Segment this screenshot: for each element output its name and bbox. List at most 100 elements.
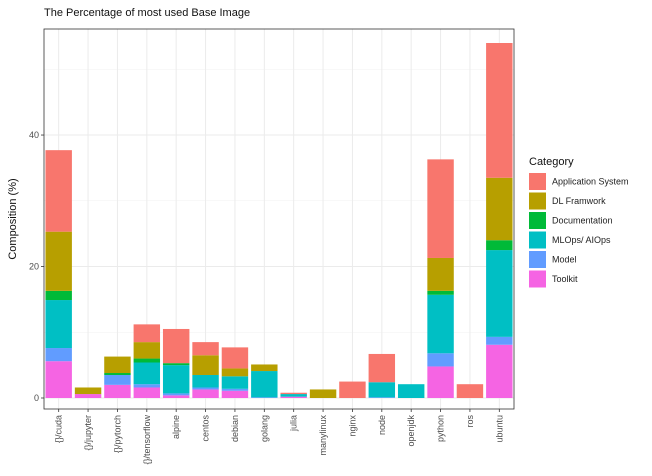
x-tick-label: {}/tensorflow xyxy=(142,415,152,465)
legend: Category Application System DL Framwork Do… xyxy=(529,156,629,288)
bar-segment-dl-framwork xyxy=(74,387,102,395)
bar-segment-toolkit xyxy=(162,395,190,398)
y-axis-title: Composition (%) xyxy=(7,178,19,259)
bar-segment-dl-framwork xyxy=(192,355,219,375)
legend-key xyxy=(529,251,546,268)
x-tick-label: ubuntu xyxy=(494,415,504,443)
bar-segment-mlops-aiops xyxy=(397,384,425,398)
x-tick-label: alpine xyxy=(171,415,181,439)
bar-segment-toolkit xyxy=(427,366,454,398)
bar-segment-application-system xyxy=(221,347,249,369)
bar-segment-mlops-aiops xyxy=(133,362,161,385)
bar-segment-application-system xyxy=(339,381,366,398)
bar-segment-mlops-aiops xyxy=(368,382,396,398)
bar-segment-dl-framwork xyxy=(45,231,72,291)
bar-segment-toolkit xyxy=(280,396,307,398)
bar-segment-toolkit xyxy=(133,387,161,398)
x-tick-label: centos xyxy=(201,415,211,442)
bar-segment-mlops-aiops xyxy=(192,374,219,388)
bar-segment-model xyxy=(427,353,454,367)
bar-segment-model xyxy=(104,374,131,385)
legend-key xyxy=(529,270,546,288)
x-tick-label: {}/jupyter xyxy=(83,415,93,451)
bar-segment-mlops-aiops xyxy=(45,300,72,349)
legend-items: Application System DL Framwork Documentati… xyxy=(529,173,629,288)
y-tick-label: 40 xyxy=(29,130,39,140)
bar-segment-model xyxy=(162,393,190,396)
y-tick-label: 20 xyxy=(29,262,39,272)
legend-label: Documentation xyxy=(552,216,613,226)
bar-segment-application-system xyxy=(133,324,161,343)
legend-key xyxy=(529,192,546,210)
bar-segment-toolkit xyxy=(45,361,72,398)
legend-label: Application System xyxy=(552,177,629,187)
bar-segment-mlops-aiops xyxy=(486,250,513,337)
y-tick-label: 0 xyxy=(34,393,39,403)
bar-segment-application-system xyxy=(162,328,190,364)
x-axis: {}/cuda {}/jupyter {}/pytorch {}/tensorflow… xyxy=(54,409,504,465)
x-tick-label: node xyxy=(377,415,387,435)
bar-segment-toolkit xyxy=(221,390,249,398)
bar-segment-mlops-aiops xyxy=(162,365,190,394)
bar-segment-dl-framwork xyxy=(427,257,454,291)
bar-segment-dl-framwork xyxy=(133,342,161,359)
bar-segment-dl-framwork xyxy=(221,368,249,377)
x-tick-label: nginx xyxy=(347,415,357,437)
bar-segment-model xyxy=(45,348,72,362)
bar-segment-mlops-aiops xyxy=(251,371,278,398)
bar-segment-application-system xyxy=(456,384,484,398)
x-tick-label: golang xyxy=(259,415,269,442)
legend-label: MLOps/ AIOps xyxy=(552,235,611,245)
bar-segment-documentation xyxy=(427,290,454,295)
plot-area: 0 20 40 {}/cuda {}/jupyter {}/pytorch {}/tens… xyxy=(29,28,515,465)
plot-border xyxy=(43,28,515,410)
legend-label: Toolkit xyxy=(552,274,578,284)
legend-key xyxy=(529,231,546,249)
bar-segment-application-system xyxy=(486,43,513,178)
bar-segment-dl-framwork xyxy=(486,177,513,241)
bar-segment-application-system xyxy=(280,392,307,395)
bar-segment-dl-framwork xyxy=(309,389,337,398)
bar-segment-dl-framwork xyxy=(104,356,131,374)
legend-key xyxy=(529,212,546,229)
bar-segment-mlops-aiops xyxy=(280,394,307,397)
legend-title: Category xyxy=(529,156,574,168)
y-axis: 0 20 40 xyxy=(29,130,44,403)
bar-segment-model xyxy=(368,397,396,398)
x-tick-label: manylinux xyxy=(318,415,328,456)
bar-segment-mlops-aiops xyxy=(427,294,454,354)
x-tick-label: debian xyxy=(230,415,240,442)
x-tick-label: ros xyxy=(465,415,475,428)
x-tick-label: {}/cuda xyxy=(54,415,64,443)
legend-key xyxy=(529,173,546,190)
bar-segment-documentation xyxy=(45,290,72,301)
x-tick-label: julia xyxy=(289,415,299,432)
bar-segment-model xyxy=(133,384,161,388)
bar-segment-application-system xyxy=(368,353,396,383)
bar-segment-toolkit xyxy=(104,384,131,398)
chart-title: The Percentage of most used Base Image xyxy=(44,7,250,19)
bar-segment-toolkit xyxy=(74,394,102,398)
bar-segment-model xyxy=(486,336,513,345)
bar-segment-model xyxy=(251,397,278,398)
x-tick-label: {}/pytorch xyxy=(112,415,122,453)
legend-label: Model xyxy=(552,255,577,265)
bar-segment-toolkit xyxy=(486,344,513,398)
bar-segment-model xyxy=(192,387,219,390)
bar-segment-documentation xyxy=(104,373,131,375)
bar-segment-dl-framwork xyxy=(251,364,278,372)
bar-segment-mlops-aiops xyxy=(221,376,249,389)
x-tick-label: openjdk xyxy=(406,415,416,447)
bar-segment-application-system xyxy=(45,150,72,232)
bar-segment-model xyxy=(221,388,249,391)
bar-segment-documentation xyxy=(133,358,161,363)
bar-segment-application-system xyxy=(427,159,454,258)
legend-label: DL Framwork xyxy=(552,196,606,206)
bar-segment-documentation xyxy=(486,240,513,251)
x-tick-label: python xyxy=(436,415,446,442)
bar-segment-toolkit xyxy=(192,389,219,398)
bar-segment-application-system xyxy=(192,342,219,356)
bars xyxy=(45,43,513,398)
bar-segment-documentation xyxy=(162,363,190,366)
